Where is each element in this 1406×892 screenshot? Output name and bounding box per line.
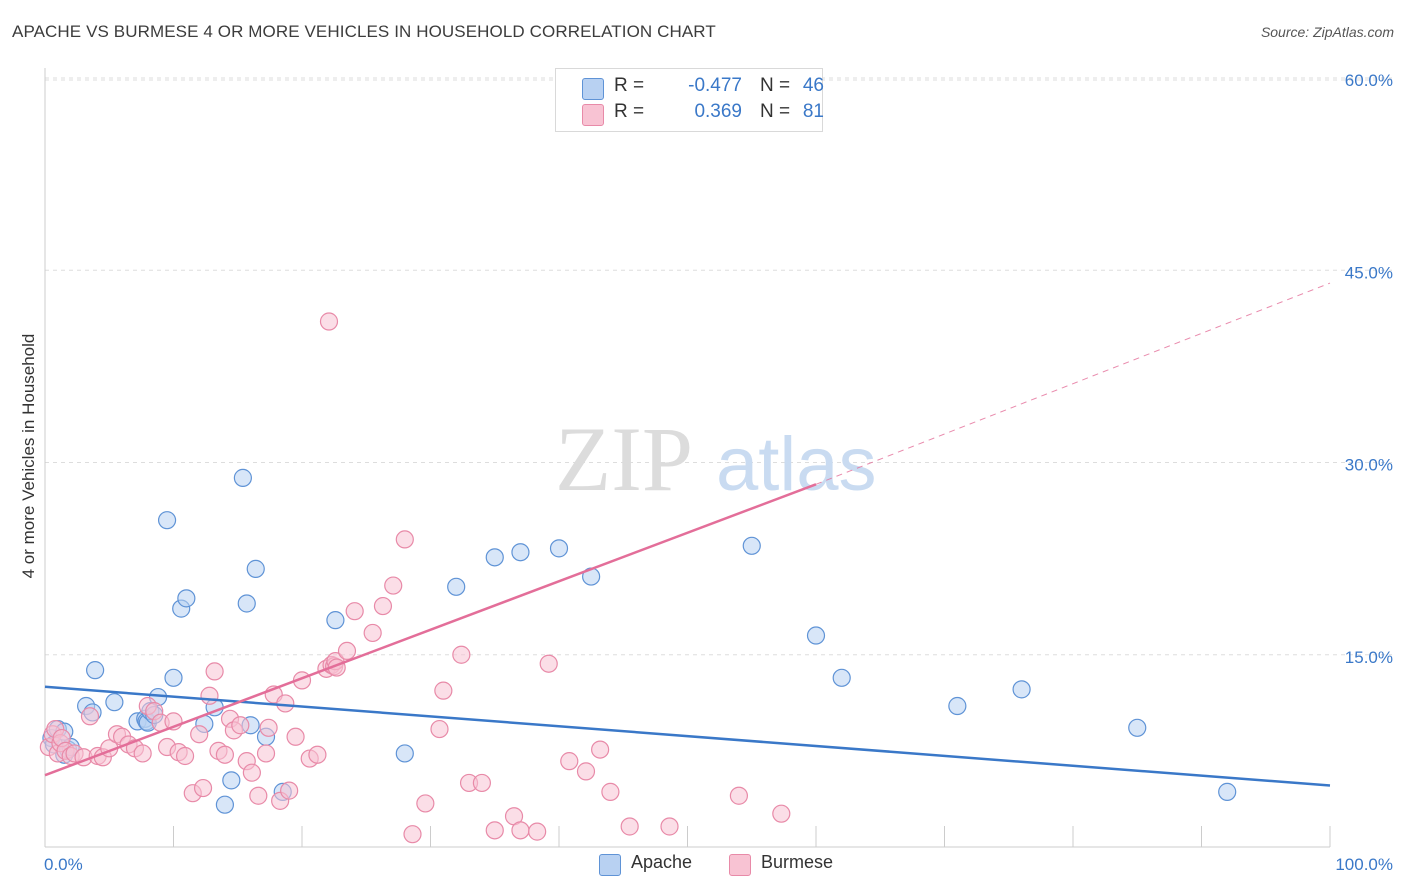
burmese-point bbox=[729, 786, 749, 805]
burmese-point bbox=[403, 825, 422, 844]
burmese-legend-swatch bbox=[729, 854, 751, 876]
burmese-point bbox=[472, 773, 491, 793]
apache-point bbox=[395, 744, 414, 763]
burmese-point bbox=[215, 745, 234, 764]
watermark-zip: ZIP bbox=[555, 408, 693, 510]
chart-title: APACHE VS BURMESE 4 OR MORE VEHICLES IN … bbox=[12, 22, 716, 41]
burmese-point bbox=[133, 744, 152, 763]
apache-point bbox=[105, 693, 124, 712]
burmese-point bbox=[249, 786, 268, 805]
burmese-point bbox=[395, 530, 414, 549]
burmese-point bbox=[560, 752, 579, 771]
source-credit: Source: ZipAtlas.com bbox=[1260, 24, 1394, 40]
burmese-point bbox=[308, 745, 327, 764]
apache-point bbox=[222, 771, 241, 790]
burmese-point bbox=[200, 686, 219, 705]
r-value: -0.477 bbox=[688, 75, 742, 96]
burmese-point bbox=[337, 641, 357, 661]
watermark-atlas: atlas bbox=[716, 422, 877, 507]
burmese-point bbox=[601, 782, 620, 801]
apache-point bbox=[177, 589, 196, 608]
apache-legend-swatch bbox=[599, 854, 621, 876]
burmese-point bbox=[416, 794, 435, 813]
r-label: R = bbox=[614, 101, 645, 122]
burmese-point bbox=[452, 645, 471, 664]
burmese-point bbox=[384, 576, 403, 595]
x-tick-label-max: 100.0% bbox=[1335, 855, 1393, 874]
burmese-point bbox=[231, 716, 250, 735]
correlation-stats-box: R = -0.477 N = 46 R = 0.369 N = 81 bbox=[555, 68, 824, 132]
burmese-point bbox=[276, 694, 295, 713]
burmese-point bbox=[80, 707, 100, 726]
burmese-point bbox=[511, 821, 530, 840]
burmese-point bbox=[280, 781, 299, 800]
burmese-point bbox=[660, 817, 679, 836]
apache-trend-line bbox=[44, 685, 1331, 787]
y-axis-label: 4 or more Vehicles in Household bbox=[19, 334, 38, 579]
burmese-point bbox=[363, 623, 382, 643]
burmese-swatch bbox=[582, 104, 604, 126]
burmese-point bbox=[205, 662, 224, 681]
y-tick-label: 60.0% bbox=[1345, 71, 1393, 90]
apache-point bbox=[447, 577, 466, 596]
y-tick-label: 30.0% bbox=[1345, 456, 1393, 475]
r-label: R = bbox=[614, 75, 645, 96]
burmese-point bbox=[259, 718, 278, 737]
y-tick-label: 15.0% bbox=[1345, 648, 1393, 667]
burmese-point bbox=[485, 821, 504, 840]
legend-label: Apache bbox=[631, 852, 693, 872]
burmese-point bbox=[319, 312, 339, 331]
apache-point bbox=[832, 668, 851, 687]
apache-swatch bbox=[582, 78, 604, 100]
apache-point bbox=[742, 536, 761, 555]
burmese-point bbox=[434, 681, 453, 700]
apache-point bbox=[233, 468, 252, 487]
burmese-point bbox=[345, 602, 364, 621]
apache-point bbox=[1012, 680, 1031, 699]
apache-point bbox=[549, 539, 569, 558]
burmese-point bbox=[190, 725, 209, 744]
burmese-point bbox=[193, 778, 213, 798]
burmese-trend-line bbox=[44, 483, 817, 777]
n-label: N = bbox=[760, 101, 791, 122]
apache-point bbox=[1128, 718, 1147, 737]
n-value: 81 bbox=[802, 101, 824, 122]
apache-point bbox=[485, 548, 504, 567]
apache-point bbox=[164, 668, 183, 687]
apache-point bbox=[948, 696, 967, 716]
apache-point bbox=[237, 594, 256, 613]
burmese-point bbox=[286, 727, 305, 746]
apache-point bbox=[1218, 782, 1237, 801]
burmese-point bbox=[576, 762, 596, 781]
burmese-point bbox=[373, 596, 393, 616]
apache-point bbox=[215, 795, 234, 814]
r-value: 0.369 bbox=[694, 101, 742, 122]
burmese-point bbox=[539, 654, 558, 673]
burmese-point bbox=[772, 804, 791, 823]
apache-point bbox=[326, 611, 345, 630]
burmese-point bbox=[242, 763, 261, 782]
burmese-trend-line-projection bbox=[815, 282, 1331, 485]
burmese-point bbox=[430, 719, 449, 739]
apache-point bbox=[246, 559, 265, 578]
burmese-point bbox=[256, 744, 276, 763]
apache-point bbox=[86, 661, 105, 680]
legend-label: Burmese bbox=[761, 852, 834, 872]
n-label: N = bbox=[760, 75, 791, 96]
y-tick-label: 45.0% bbox=[1345, 263, 1393, 282]
burmese-point bbox=[620, 817, 639, 836]
burmese-point bbox=[528, 822, 547, 841]
x-tick-label-min: 0.0% bbox=[44, 855, 83, 874]
burmese-point bbox=[175, 746, 195, 766]
apache-point bbox=[157, 511, 177, 530]
apache-point bbox=[806, 626, 826, 645]
burmese-point bbox=[591, 740, 610, 759]
apache-point bbox=[511, 543, 530, 562]
n-value: 46 bbox=[802, 75, 824, 96]
